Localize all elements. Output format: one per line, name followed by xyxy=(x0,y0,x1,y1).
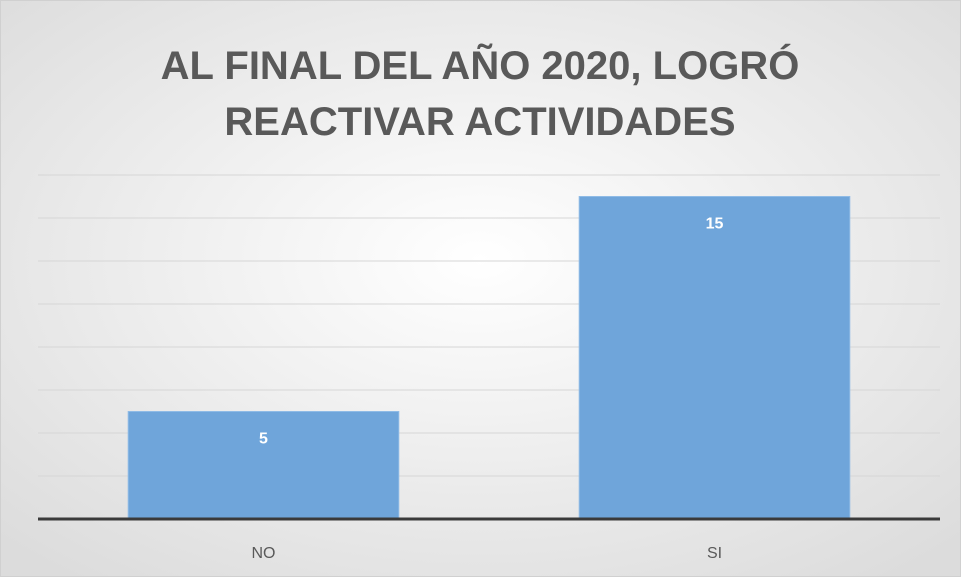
data-label: 15 xyxy=(706,216,724,233)
x-tick-label: SI xyxy=(707,545,722,562)
chart-title: AL FINAL DEL AÑO 2020, LOGRÓ REACTIVAR A… xyxy=(160,44,800,144)
bar xyxy=(578,196,851,520)
data-label: 5 xyxy=(259,431,268,448)
x-tick-label: NO xyxy=(252,545,276,562)
bar xyxy=(127,411,400,520)
